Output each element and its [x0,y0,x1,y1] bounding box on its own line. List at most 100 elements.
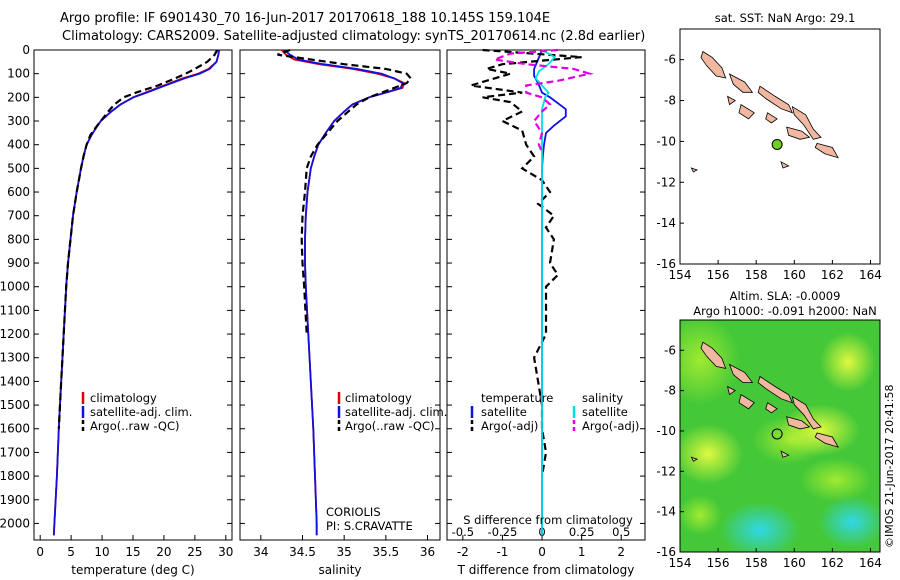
legend-argo-label: Argo(..raw -QC) [345,419,435,433]
x-tick-label-top: -0.5 [452,525,474,539]
y-tick-label: 1700 [0,445,30,459]
x-tick-label: 0 [538,545,546,559]
map-x-tick-label: 162 [821,556,844,570]
map-y-tick-label: -16 [656,545,676,559]
map-x-tick-label: 160 [783,556,806,570]
y-tick-label: 100 [7,67,30,81]
x-tick-label: 30 [218,545,233,559]
y-tick-label: 1200 [0,327,30,341]
series-line-temperature-argo-adj- [470,48,582,477]
y-tick-label: 1400 [0,374,30,388]
x-axis-label: temperature (deg C) [71,563,194,577]
x-tick-label: 5 [67,545,75,559]
x-axis-label: salinity [318,563,361,577]
series-line-climatology [52,49,220,536]
y-tick-label: 1900 [0,493,30,507]
sla-map-frame [679,319,881,553]
temperature-legend: climatology satellite-adj. clim. Argo(..… [81,391,192,433]
argo-position-marker [771,428,783,440]
x-tick-label: 35.5 [372,545,399,559]
island-shape [780,160,790,169]
island-shape [690,456,699,462]
legend-climatology-label: climatology [345,391,412,405]
x-tick-label: 0 [36,545,44,559]
y-tick-label: 600 [7,185,30,199]
island-shape [814,432,839,448]
legend-sal-argo-label: Argo(-adj) [582,419,639,433]
island-shape [728,73,754,93]
salinity-legend: climatology satellite-adj. clim. Argo(..… [337,391,447,433]
legend-satellite-label: satellite-adj. clim. [345,405,447,419]
island-shape [690,167,699,173]
imos-timestamp: ©IMOS 21-Jun-2017 20:41:58 [883,384,896,548]
legend-salinity-heading: salinity [582,391,623,405]
s-difference-axis-label: S difference from climatology [463,513,633,527]
figure-title-line2: Climatology: CARS2009. Satellite-adjuste… [62,29,645,44]
sla-map-subtitle: Argo h1000: -0.091 h2000: NaN [693,304,877,318]
y-tick-label: 1500 [0,398,30,412]
series-line-temperature-satellite [533,49,567,536]
island-shape [757,85,794,114]
series-line-climatology [281,49,406,536]
island-shape [780,450,790,458]
series-line-salinity-satellite [534,49,557,536]
figure-title-line1: Argo profile: IF 6901430_70 16-Jun-2017 … [60,11,550,26]
series-line-salinity-argo-adj- [494,48,594,153]
legend-temperature-heading: temperature [481,391,553,405]
map-x-tick-label: 158 [745,268,768,282]
x-tick-label: 15 [125,545,140,559]
legend-satellite-label: satellite-adj. clim. [90,405,192,419]
map-x-tick-label: 154 [669,268,692,282]
island-shape [791,395,822,430]
map-y-tick-label: -12 [656,464,676,478]
difference-legend: temperature satellite Argo(-adj) salinit… [470,391,639,433]
y-tick-label: 1800 [0,469,30,483]
temperature-panel-frame [33,49,233,541]
sst-map-title: sat. SST: NaN Argo: 29.1 [715,11,856,25]
x-tick-label: 1 [578,545,586,559]
sla-map-title: Altim. SLA: -0.0009 [730,289,841,303]
island-shape [700,50,727,79]
map-y-tick-label: -10 [656,134,676,148]
y-tick-label: 300 [7,114,30,128]
x-tick-label: -2 [457,545,469,559]
argo-position-marker [771,138,783,150]
x-tick-label: -1 [496,545,508,559]
island-shape [786,126,811,140]
map-y-tick-label: -6 [664,343,676,357]
y-tick-label: 700 [7,209,30,223]
island-shape [814,142,839,159]
legend-argo-label: Argo(..raw -QC) [90,419,180,433]
map-y-tick-label: -6 [664,53,676,67]
y-tick-label: 1100 [0,303,30,317]
island-shape [727,95,736,106]
island-shape [765,112,778,124]
island-shape [757,375,794,404]
y-tick-label: 0 [22,43,30,57]
x-tick-label-top: 0.25 [569,525,595,539]
island-shape [786,416,811,430]
y-tick-label: 500 [7,161,30,175]
x-tick-label: 34.5 [289,545,316,559]
map-x-tick-label: 158 [745,556,768,570]
y-tick-label: 800 [7,232,30,246]
island-shape [727,385,736,396]
pi-label: PI: S.CRAVATTE [326,519,413,533]
salinity-panel-frame [239,49,441,541]
institution-label: CORIOLIS [326,505,381,519]
y-tick-label: 2000 [0,516,30,530]
legend-climatology-label: climatology [90,391,157,405]
map-x-tick-label: 156 [707,268,730,282]
map-y-tick-label: -10 [656,424,676,438]
map-y-tick-label: -8 [664,94,676,108]
map-y-tick-label: -14 [656,216,676,230]
map-y-tick-label: -16 [656,257,676,271]
map-y-tick-label: -14 [656,505,676,519]
y-tick-label: 1000 [0,280,30,294]
series-line-satellite-adj-clim- [52,49,220,536]
island-shape [765,402,778,414]
legend-temp-satellite-label: satellite [481,405,527,419]
x-tick-label: 36 [420,545,435,559]
island-shape [791,105,822,140]
